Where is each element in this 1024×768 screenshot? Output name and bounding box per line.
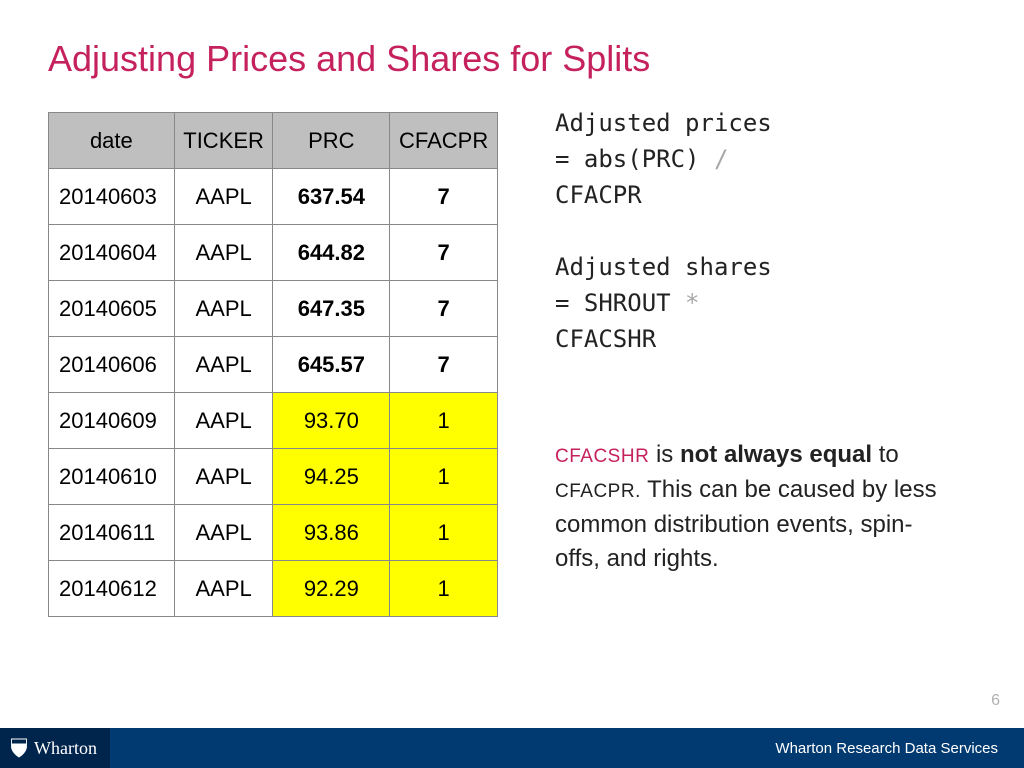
table-cell: 94.25 [273, 449, 390, 505]
code-line: Adjusted shares [555, 253, 772, 281]
operator-multiply: * [685, 289, 699, 317]
table-row: 20140612AAPL92.291 [49, 561, 498, 617]
explanatory-note: CFACSHR is not always equal to CFACPR. T… [555, 438, 955, 577]
table-cell: 644.82 [273, 225, 390, 281]
table-cell: AAPL [174, 393, 273, 449]
table-row: 20140603AAPL637.547 [49, 169, 498, 225]
table-cell: AAPL [174, 561, 273, 617]
wharton-logo-box: Wharton [0, 728, 110, 768]
table-cell: AAPL [174, 505, 273, 561]
code-line: CFACSHR [555, 325, 656, 353]
col-header-date: date [49, 113, 175, 169]
table-cell: AAPL [174, 337, 273, 393]
col-header-cfacpr: CFACPR [390, 113, 498, 169]
table-row: 20140609AAPL93.701 [49, 393, 498, 449]
col-header-prc: PRC [273, 113, 390, 169]
table-row: 20140604AAPL644.827 [49, 225, 498, 281]
table-cell: 20140606 [49, 337, 175, 393]
code-line: = abs(PRC) [555, 145, 714, 173]
operator-divide: / [714, 145, 728, 173]
table-cell: 7 [390, 225, 498, 281]
table-cell: 647.35 [273, 281, 390, 337]
slide: Adjusting Prices and Shares for Splits d… [0, 0, 1024, 768]
table-cell: 1 [390, 505, 498, 561]
page-title: Adjusting Prices and Shares for Splits [48, 38, 650, 80]
table-row: 20140605AAPL647.357 [49, 281, 498, 337]
table-cell: 93.86 [273, 505, 390, 561]
table-cell: 20140603 [49, 169, 175, 225]
footer-bar: Wharton Wharton Research Data Services [0, 728, 1024, 768]
table-cell: 7 [390, 337, 498, 393]
table-cell: 93.70 [273, 393, 390, 449]
code-line: CFACPR [555, 181, 642, 209]
code-line: Adjusted prices [555, 109, 772, 137]
table-cell: 20140604 [49, 225, 175, 281]
table-cell: 1 [390, 393, 498, 449]
table-cell: 20140605 [49, 281, 175, 337]
table-cell: 7 [390, 169, 498, 225]
table-cell: 645.57 [273, 337, 390, 393]
formula-code-block: Adjusted prices = abs(PRC) / CFACPR Adju… [555, 105, 935, 357]
table-cell: AAPL [174, 449, 273, 505]
table-cell: 7 [390, 281, 498, 337]
table-cell: 20140611 [49, 505, 175, 561]
table-row: 20140606AAPL645.577 [49, 337, 498, 393]
col-header-ticker: TICKER [174, 113, 273, 169]
term-cfacshr: CFACSHR [555, 446, 649, 467]
table-cell: 20140612 [49, 561, 175, 617]
table-cell: 1 [390, 561, 498, 617]
footer-right-text: Wharton Research Data Services [775, 740, 1024, 757]
note-bold: not always equal [680, 441, 872, 468]
term-cfacpr: CFACPR. [555, 481, 641, 502]
data-table: date TICKER PRC CFACPR 20140603AAPL637.5… [48, 112, 498, 617]
table-cell: 20140610 [49, 449, 175, 505]
table-cell: 20140609 [49, 393, 175, 449]
table-cell: 637.54 [273, 169, 390, 225]
note-text: to [872, 441, 899, 468]
table-row: 20140610AAPL94.251 [49, 449, 498, 505]
note-text: is [649, 441, 680, 468]
wharton-wordmark: Wharton [34, 738, 97, 759]
table-cell: AAPL [174, 225, 273, 281]
table-cell: 92.29 [273, 561, 390, 617]
table-cell: AAPL [174, 281, 273, 337]
footer-left: Wharton [0, 728, 110, 768]
table-cell: 1 [390, 449, 498, 505]
page-number: 6 [991, 692, 1000, 710]
table-header-row: date TICKER PRC CFACPR [49, 113, 498, 169]
table-cell: AAPL [174, 169, 273, 225]
table-row: 20140611AAPL93.861 [49, 505, 498, 561]
data-table-container: date TICKER PRC CFACPR 20140603AAPL637.5… [48, 112, 498, 617]
shield-icon [10, 737, 28, 759]
code-line: = SHROUT [555, 289, 685, 317]
